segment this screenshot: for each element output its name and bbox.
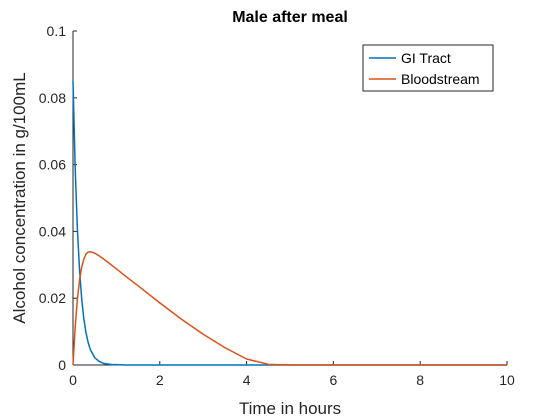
x-tick-label: 0 (69, 372, 77, 388)
x-tick-label: 10 (499, 372, 515, 388)
x-tick-label: 8 (416, 372, 424, 388)
legend-box (362, 44, 494, 92)
y-tick-label: 0.04 (39, 223, 66, 239)
x-axis-label: Time in hours (239, 399, 341, 418)
y-axis-label: Alcohol concentration in g/100mL (10, 72, 29, 323)
series-line-bloodstream (72, 251, 507, 366)
legend-items: GI Tract Bloodstream (369, 50, 480, 87)
legend: GI Tract Bloodstream (362, 44, 494, 92)
y-tick-label: 0.06 (39, 157, 66, 173)
legend-label: Bloodstream (401, 71, 480, 87)
x-tick-label: 2 (156, 372, 164, 388)
chart-title: Male after meal (232, 9, 348, 26)
y-axis-ticks: 0 0.02 0.04 0.06 0.08 0.1 (39, 23, 77, 373)
y-tick-label: 0.08 (39, 90, 66, 106)
x-axis-ticks: 0 2 4 6 8 10 (69, 361, 515, 388)
legend-label: GI Tract (401, 50, 451, 66)
y-tick-label: 0.1 (47, 23, 67, 39)
series-lines (72, 81, 507, 366)
y-tick-label: 0.02 (39, 290, 66, 306)
y-tick-label: 0 (58, 357, 66, 373)
x-tick-label: 6 (330, 372, 338, 388)
x-tick-label: 4 (243, 372, 251, 388)
